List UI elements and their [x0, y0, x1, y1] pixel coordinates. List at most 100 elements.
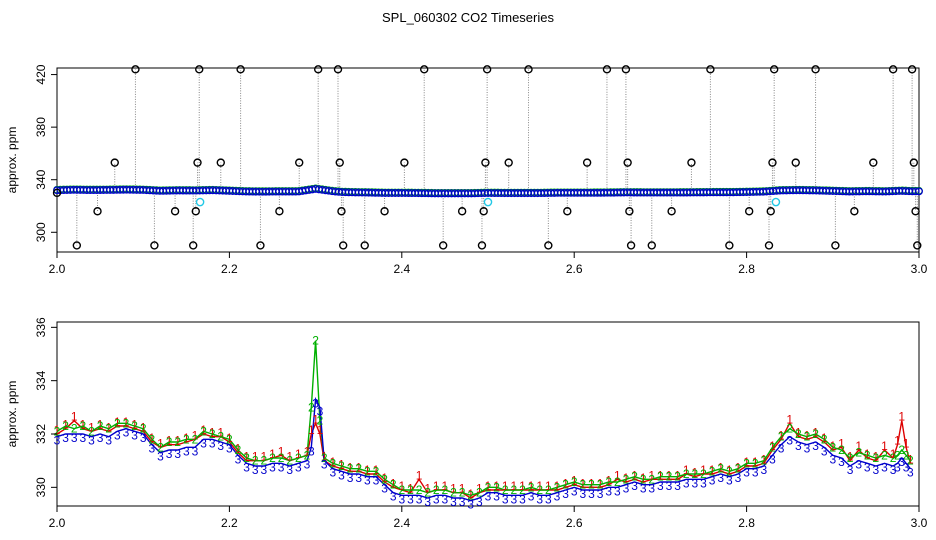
spike-point [335, 158, 344, 167]
spike-point [667, 207, 676, 216]
series-1-marker: 1 [97, 418, 104, 432]
series-1-marker: 1 [536, 479, 543, 493]
series-1-marker: 1 [907, 452, 914, 466]
series-3-marker: 3 [105, 434, 112, 448]
series-3-marker: 3 [71, 431, 78, 445]
series-1-marker: 1 [54, 423, 61, 437]
series-2-marker: 2 [605, 475, 612, 489]
series-2-marker: 2 [648, 472, 655, 486]
series-1-marker: 1 [347, 460, 354, 474]
series-1-marker: 1 [778, 428, 785, 442]
bottom-panel-x-tick-label: 3.0 [911, 516, 928, 530]
series-1-marker: 1 [554, 479, 561, 493]
series-1-marker: 1 [261, 450, 268, 464]
series-3-marker: 3 [416, 492, 423, 506]
series-1-marker: 1 [166, 434, 173, 448]
series-3-marker: 3 [614, 484, 621, 498]
bottom-panel-y-ticks: 330 332 334 336 [34, 317, 57, 497]
series-2-marker: 2 [485, 480, 492, 494]
series-1-marker: 1 [243, 450, 250, 464]
series-2-marker: 2 [304, 448, 311, 462]
spike-point [477, 241, 487, 250]
bottom-panel-y-tick-label: 332 [34, 424, 48, 444]
series-3-marker: 3 [579, 487, 586, 501]
series-3-marker: 3 [485, 490, 492, 504]
series-2-marker: 2 [786, 422, 793, 436]
series-1-marker: 1 [269, 447, 276, 461]
series-1-marker: 1 [123, 415, 130, 429]
top-panel-frame [56, 67, 920, 253]
flagged-point [483, 197, 493, 207]
series-2-marker: 2 [433, 483, 440, 497]
series-1-marker: 1 [442, 479, 449, 493]
spike-point [544, 241, 553, 250]
series-3-marker: 3 [252, 463, 259, 477]
series-3-marker: 3 [166, 447, 173, 461]
series-2-marker: 2 [588, 478, 595, 492]
series-1-marker: 1 [838, 436, 845, 450]
series-3-marker: 3 [355, 471, 362, 485]
bottom-panel-x-tick-label: 2.4 [393, 516, 410, 530]
series-1-marker: 1 [381, 471, 388, 485]
spike-point [275, 207, 284, 216]
series-2-marker: 2 [562, 478, 569, 492]
series-1-marker: 1 [88, 420, 95, 434]
series-2-marker: 2 [726, 464, 733, 478]
spike-point [236, 65, 245, 74]
series-3-marker: 3 [424, 495, 431, 509]
series-3-marker: 3 [726, 474, 733, 488]
series-2-marker: 2 [847, 451, 854, 465]
series-3-marker: 3 [717, 471, 724, 485]
series-3-marker: 3 [183, 444, 190, 458]
series-1-marker: 1 [709, 463, 716, 477]
series-3-marker: 3 [674, 479, 681, 493]
series-1-marker: 1 [528, 479, 535, 493]
spike-point [333, 65, 343, 74]
series-3-marker: 3 [666, 479, 673, 493]
series-2-marker: 2 [821, 432, 828, 446]
series-3-marker: 3 [511, 492, 518, 506]
series-2-marker: 2 [54, 424, 61, 438]
series-1-marker: 1 [666, 468, 673, 482]
bottom-panel-y-tick-label: 334 [34, 370, 48, 390]
series-3-marker: 3 [157, 450, 164, 464]
spike-point [626, 241, 636, 250]
series-3-marker: 3 [873, 463, 880, 477]
series-3-marker: 3 [329, 466, 336, 480]
series-2-marker: 2 [493, 480, 500, 494]
series-1-marker: 1 [424, 482, 431, 496]
series-3-marker: 3 [648, 482, 655, 496]
flagged-point [195, 197, 205, 207]
series-1-marker: 1 [683, 463, 690, 477]
series-1-marker: 1 [209, 426, 216, 440]
series-1-marker: 1 [511, 479, 518, 493]
series-1-marker: 1 [148, 431, 155, 445]
series-1-marker: 1 [398, 479, 405, 493]
series-2-marker: 2 [467, 488, 474, 502]
spike-point [193, 158, 202, 167]
spike-point [256, 241, 265, 250]
series-1-marker: 1 [226, 431, 233, 445]
series-2-marker: 2 [140, 422, 147, 436]
series-3-marker: 3 [778, 442, 785, 456]
series-2-marker: 2 [381, 472, 388, 486]
series-2-marker: 2 [579, 478, 586, 492]
series-1-marker: 1 [605, 474, 612, 488]
series-1-marker: 1 [467, 487, 474, 501]
series-2-marker: 2 [226, 432, 233, 446]
series-3-point [915, 187, 923, 196]
top-panel-x-ticks: 2.0 2.2 2.4 2.6 2.8 3.0 [49, 252, 928, 276]
series-2-marker: 2 [209, 427, 216, 441]
series-1-marker: 1 [864, 447, 871, 461]
top-panel-y-ticks: 300 340 380 420 [34, 64, 57, 242]
spike-point [621, 65, 631, 74]
series-2-marker: 2 [183, 432, 190, 446]
top-panel-y-tick-label: 420 [34, 64, 48, 84]
series-2-marker: 2 [571, 475, 578, 489]
series-3-marker: 3 [829, 452, 836, 466]
series-1-marker: 1 [640, 471, 647, 485]
series-3-marker: 3 [562, 487, 569, 501]
series-2-marker: 2 [752, 456, 759, 470]
series-2-marker: 2 [123, 416, 130, 430]
